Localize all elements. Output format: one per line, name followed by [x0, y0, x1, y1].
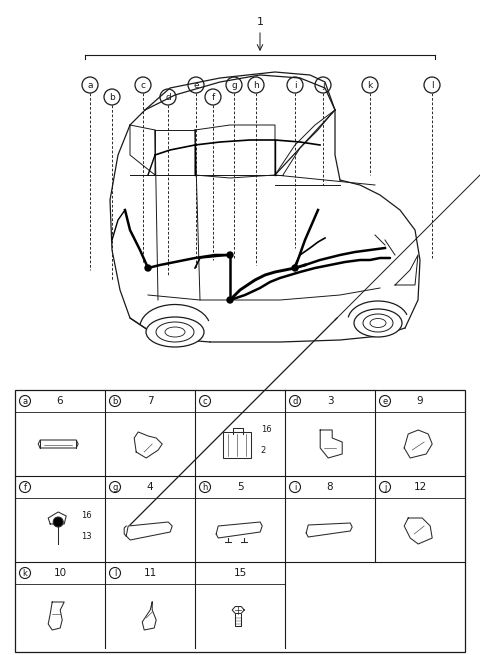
Text: 16: 16: [81, 512, 91, 521]
Text: f: f: [211, 92, 215, 102]
Text: 2: 2: [261, 446, 266, 455]
Circle shape: [53, 517, 63, 527]
Text: 5: 5: [237, 482, 243, 492]
Text: l: l: [431, 81, 433, 90]
Text: g: g: [112, 483, 118, 491]
Text: j: j: [322, 81, 324, 90]
Text: b: b: [109, 92, 115, 102]
Text: g: g: [231, 81, 237, 90]
Text: k: k: [23, 569, 27, 578]
Ellipse shape: [354, 309, 402, 337]
Ellipse shape: [370, 318, 386, 328]
Text: 10: 10: [53, 568, 67, 578]
Text: 4: 4: [147, 482, 153, 492]
Text: b: b: [112, 396, 118, 405]
Text: 12: 12: [413, 482, 427, 492]
Text: 7: 7: [147, 396, 153, 406]
Circle shape: [145, 265, 151, 271]
Text: 8: 8: [327, 482, 333, 492]
Text: 11: 11: [144, 568, 156, 578]
Text: l: l: [114, 569, 116, 578]
Ellipse shape: [146, 317, 204, 347]
Bar: [223, 432, 251, 458]
Circle shape: [292, 265, 298, 271]
Ellipse shape: [165, 327, 185, 337]
Text: c: c: [203, 396, 207, 405]
Text: f: f: [24, 483, 26, 491]
Text: d: d: [292, 396, 298, 405]
Text: i: i: [294, 81, 296, 90]
Text: 6: 6: [57, 396, 63, 406]
Text: 13: 13: [81, 532, 91, 541]
Text: 3: 3: [327, 396, 333, 406]
Text: d: d: [165, 92, 171, 102]
Text: a: a: [87, 81, 93, 90]
Text: i: i: [294, 483, 296, 491]
Text: a: a: [23, 396, 27, 405]
Text: e: e: [193, 81, 199, 90]
Text: 16: 16: [261, 425, 271, 434]
Text: 9: 9: [417, 396, 423, 406]
Circle shape: [227, 297, 233, 303]
Circle shape: [227, 252, 233, 258]
Text: 15: 15: [233, 568, 247, 578]
Text: c: c: [141, 81, 145, 90]
Bar: [15, 390, 465, 652]
Text: k: k: [367, 81, 372, 90]
Text: h: h: [253, 81, 259, 90]
Text: h: h: [202, 483, 208, 491]
Text: 1: 1: [256, 17, 264, 27]
Text: j: j: [384, 483, 386, 491]
Text: e: e: [383, 396, 388, 405]
